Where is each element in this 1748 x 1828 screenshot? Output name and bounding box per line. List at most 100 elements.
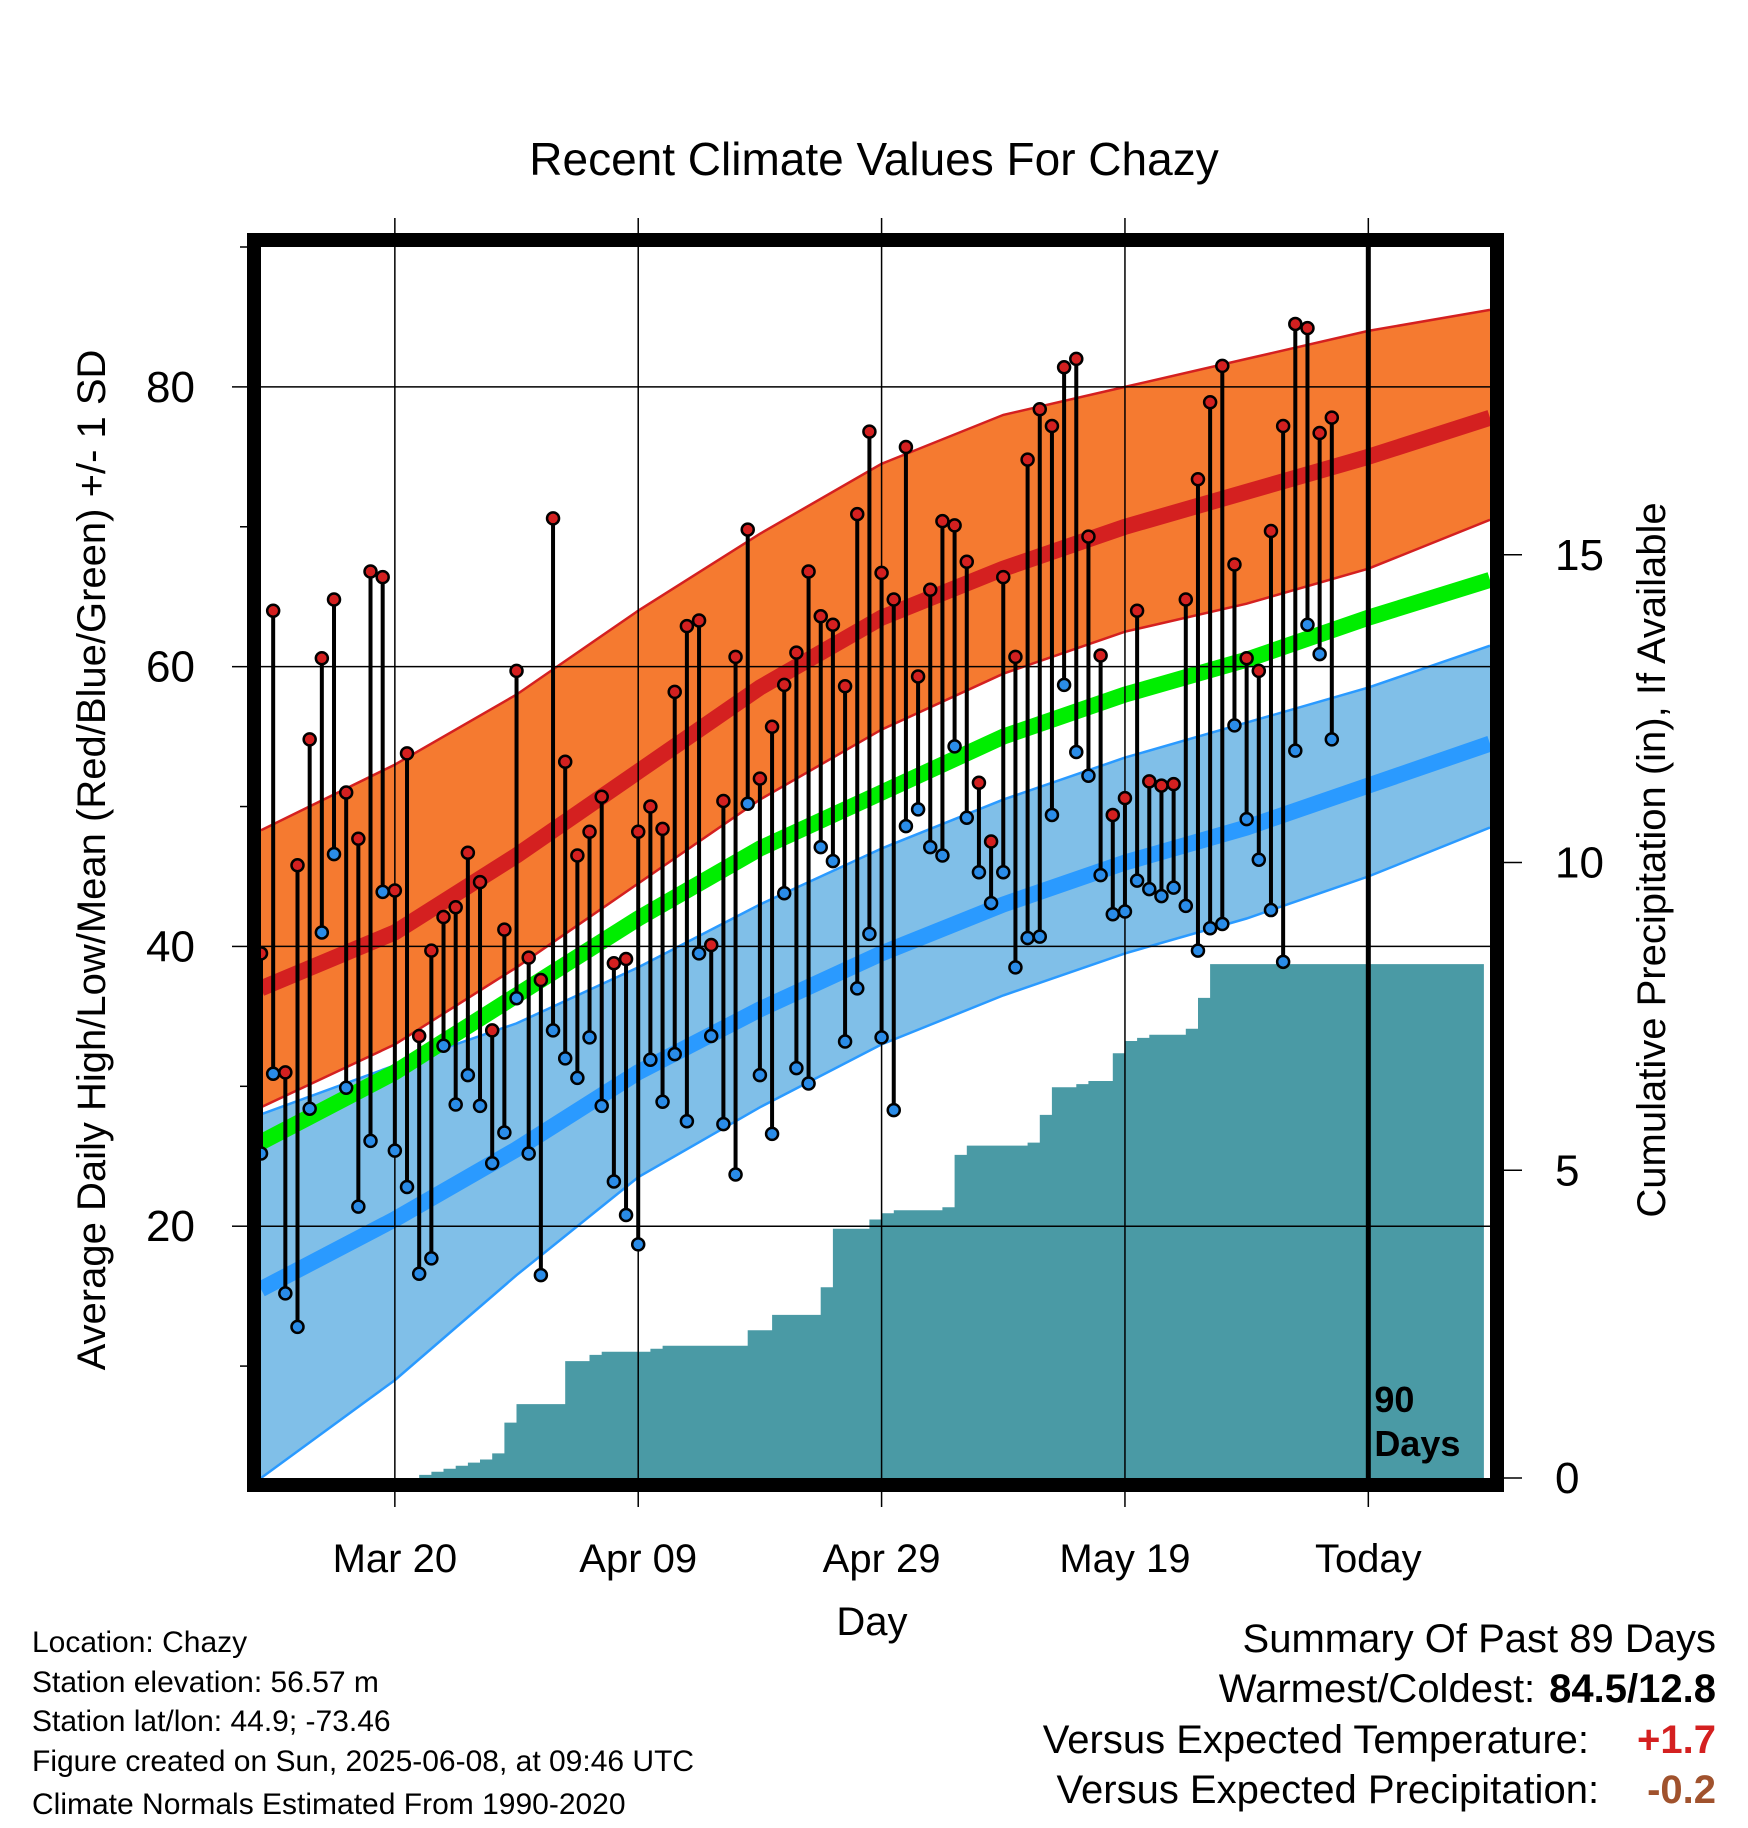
high-point [375,569,390,585]
high-point [947,518,962,533]
low-point [1275,954,1291,970]
low-point [1263,902,1279,918]
low-point [1044,807,1060,823]
summary-warmest-row: Warmest/Coldest: 84.5/12.8 [1219,1667,1716,1712]
y2-tick-label: 5 [1555,1146,1579,1195]
high-point [594,789,609,805]
low-point [582,1030,597,1045]
chart-title: Recent Climate Values For Chazy [529,133,1218,185]
high-point [764,719,780,735]
low-point [813,839,828,855]
latlon-text: Station lat/lon: 44.9; -73.46 [32,1705,391,1738]
high-point [1032,402,1048,417]
high-point [278,1065,293,1080]
low-point [1190,943,1206,958]
high-point [849,506,865,522]
high-point [497,922,512,937]
high-point [910,669,926,684]
low-point [691,946,707,961]
high-point [606,955,622,971]
high-point [302,732,317,747]
low-point [1312,646,1327,662]
low-point [849,981,865,996]
high-point [1312,425,1327,441]
low-point [837,1034,853,1049]
low-point [1032,929,1048,944]
high-point [789,645,804,660]
low-point [314,925,330,940]
high-point [923,582,938,597]
x-tick-label: Mar 20 [333,1537,458,1581]
high-point [436,909,451,925]
y2-axis-label: Cumulative Precipitation (in), If Availa… [1630,502,1674,1217]
low-point [1178,898,1194,914]
low-point [1081,768,1096,784]
high-point [509,663,524,679]
high-point [424,943,439,958]
low-point [1166,880,1181,895]
high-point [1056,360,1072,375]
high-point [338,785,354,800]
high-point [545,511,561,526]
low-point [1069,744,1084,760]
high-point [1263,523,1279,539]
location-text: Location: Chazy [32,1626,248,1659]
low-point [1105,907,1121,922]
low-point [338,1080,354,1095]
high-point [752,771,768,786]
low-point [789,1060,804,1076]
y-tick-label: 80 [146,363,195,412]
low-point [351,1199,366,1214]
high-point [996,569,1011,585]
created-text: Figure created on Sun, 2025-06-08, at 09… [32,1745,695,1778]
plot-data-layer [261,0,1490,1478]
low-point [375,884,390,900]
low-point [1093,867,1108,883]
plot-frame [247,233,1504,1492]
low-point [363,1133,378,1149]
low-point [1251,852,1267,867]
high-point [679,618,695,634]
high-point [813,609,828,624]
low-point [1129,873,1145,888]
high-point [691,613,707,628]
x-tick-label: May 19 [1059,1537,1190,1581]
y-tick-label: 40 [146,922,195,971]
low-point [521,1146,536,1161]
high-point [862,424,877,439]
low-point [1300,617,1315,632]
low-point [1239,811,1254,827]
high-point [351,831,366,846]
low-point [618,1207,634,1223]
high-point [1251,663,1267,679]
warmest-label: Warmest/Coldest: [1218,1667,1536,1711]
y2-tick-label: 0 [1555,1454,1579,1503]
high-point [1166,776,1181,792]
precip-value: -0.2 [1647,1768,1716,1812]
high-point [1338,0,1350,6]
high-point [1178,592,1194,607]
high-point [1275,418,1291,434]
low-point [1142,881,1157,897]
low-point [290,1319,305,1335]
high-point [1069,351,1084,367]
low-point [1227,718,1242,733]
low-point [716,1116,731,1132]
high-point [959,554,975,569]
low-point [983,895,999,911]
high-point [1081,529,1096,544]
low-point [606,1174,622,1189]
low-point [959,810,975,825]
high-point [898,439,914,455]
high-point [387,883,403,898]
low-point [971,865,987,880]
low-point [472,1098,488,1114]
low-point [484,1156,500,1171]
low-point [326,846,342,862]
high-point [582,824,597,839]
high-point [1324,410,1340,425]
today-days-label: Days [1374,1423,1460,1464]
low-point [460,1067,476,1083]
low-point [265,1066,281,1081]
